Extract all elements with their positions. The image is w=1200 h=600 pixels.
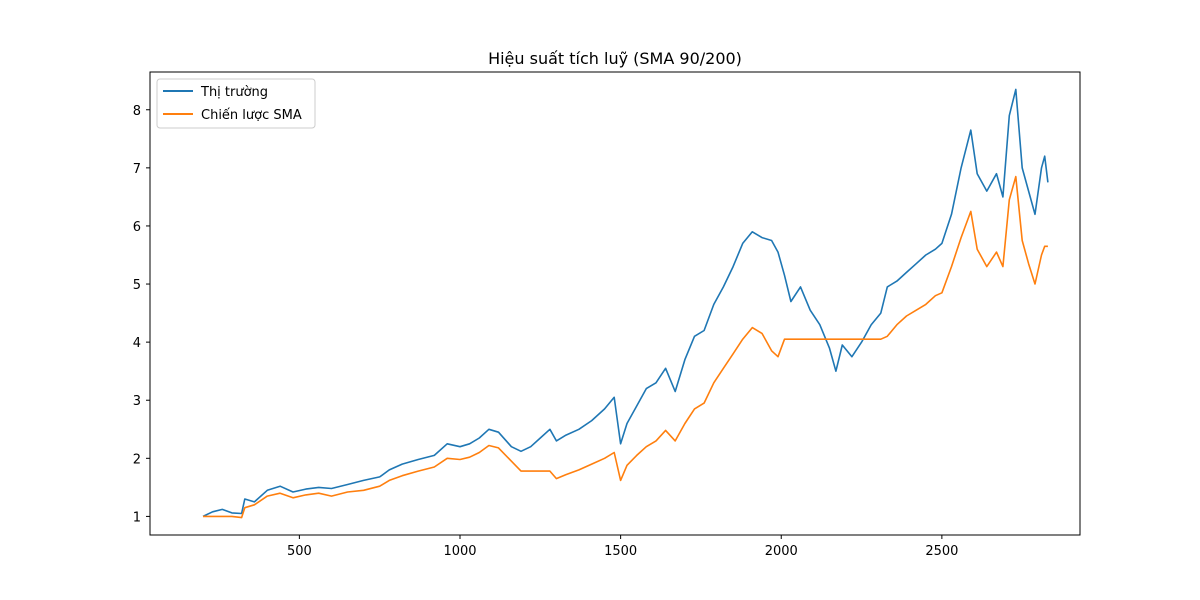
y-tick-label: 8 (133, 104, 141, 119)
plot-frame (149, 71, 1081, 536)
series-layer (202, 88, 1049, 519)
y-tick-label: 6 (133, 220, 141, 235)
legend-label-thi-truong: Thị trường (200, 85, 268, 100)
x-tick-label: 1000 (443, 544, 476, 559)
series-line-thi-truong (202, 88, 1049, 518)
y-tick-label: 4 (133, 336, 141, 351)
y-tick-label: 3 (133, 394, 141, 409)
legend-box (156, 78, 316, 129)
y-tick-label: 5 (133, 278, 141, 293)
y-tick-label: 2 (133, 452, 141, 467)
legend-label-chien-luoc-sma: Chiến lược SMA (201, 108, 302, 123)
y-axis: 1 2 3 4 5 6 7 8 (133, 104, 150, 525)
y-tick-label: 7 (133, 162, 141, 177)
chart-title: Hiệu suất tích luỹ (SMA 90/200) (488, 49, 742, 68)
x-tick-label: 1500 (604, 544, 637, 559)
x-axis: 500 1000 1500 2000 2500 (287, 535, 958, 559)
series-line-chien-luoc-sma (203, 175, 1048, 519)
legend: Thị trường Chiến lược SMA (156, 78, 316, 129)
x-tick-label: 2500 (925, 544, 958, 559)
x-tick-label: 2000 (765, 544, 798, 559)
y-tick-label: 1 (133, 510, 141, 525)
x-tick-label: 500 (287, 544, 312, 559)
